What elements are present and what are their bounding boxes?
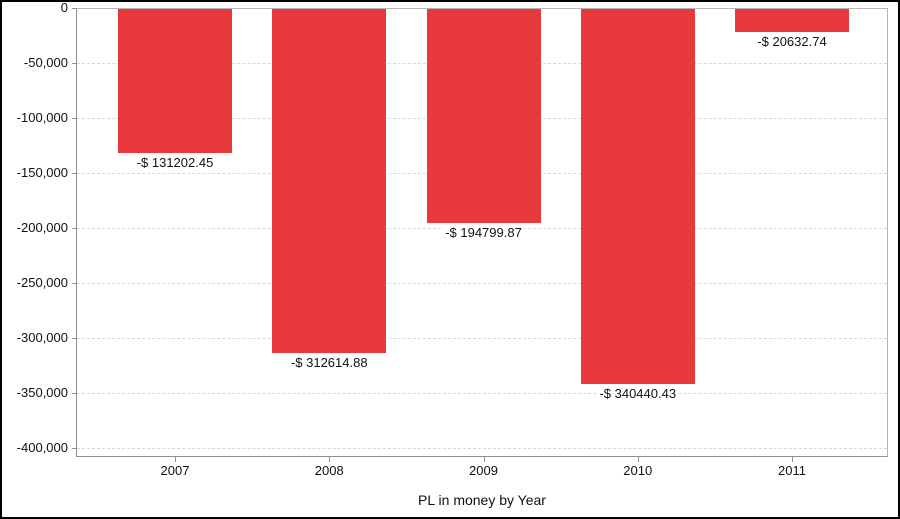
gridline bbox=[77, 393, 887, 394]
x-tick-mark bbox=[792, 457, 793, 462]
x-tick-label-2008: 2008 bbox=[314, 463, 344, 478]
y-tick-mark bbox=[72, 63, 77, 64]
y-tick-label: -300,000 bbox=[16, 330, 68, 345]
x-tick-mark bbox=[329, 457, 331, 462]
y-tick-mark bbox=[72, 173, 77, 174]
y-tick-mark bbox=[72, 8, 77, 9]
x-tick-mark bbox=[637, 457, 639, 462]
y-tick-mark bbox=[72, 393, 77, 394]
y-tick-mark bbox=[72, 118, 77, 119]
x-tick-mark bbox=[483, 457, 485, 462]
gridline bbox=[77, 338, 887, 339]
y-tick-mark bbox=[72, 228, 77, 229]
y-tick-label: -200,000 bbox=[16, 220, 68, 235]
bar-value-label-2010: -$ 340440.43 bbox=[596, 386, 680, 401]
bar-2008 bbox=[272, 9, 387, 353]
bar-2009 bbox=[426, 9, 541, 224]
y-tick-label: -150,000 bbox=[16, 165, 68, 180]
y-tick-mark bbox=[72, 448, 77, 449]
x-tick-label-2010: 2010 bbox=[623, 463, 653, 478]
x-tick-label-2007: 2007 bbox=[160, 463, 190, 478]
bar-2011 bbox=[735, 9, 849, 32]
y-tick-label: -50,000 bbox=[23, 55, 68, 70]
gridline bbox=[77, 283, 887, 284]
bar-value-label-2009: -$ 194799.87 bbox=[442, 226, 525, 241]
y-tick-label: -400,000 bbox=[16, 440, 68, 455]
x-tick-label-2009: 2009 bbox=[469, 463, 498, 478]
bar-value-label-2011: -$ 20632.74 bbox=[754, 34, 830, 49]
bar-2010 bbox=[580, 9, 695, 384]
bar-value-label-2008: -$ 312614.88 bbox=[287, 355, 371, 370]
y-tick-label: -100,000 bbox=[16, 110, 68, 125]
y-tick-label: -250,000 bbox=[16, 275, 68, 290]
gridline bbox=[77, 448, 887, 449]
bar-value-label-2007: -$ 131202.45 bbox=[133, 156, 217, 171]
y-tick-label: 0 bbox=[60, 0, 68, 15]
y-tick-label: -350,000 bbox=[16, 385, 68, 400]
x-tick-mark bbox=[175, 457, 176, 462]
x-axis-title: PL in money by Year bbox=[418, 492, 546, 508]
y-tick-mark bbox=[72, 338, 77, 339]
x-tick-label-2011: 2011 bbox=[778, 463, 806, 478]
plot-area: -$ 131202.45 -$ 312614.88 -$ 194799.87 -$ 3… bbox=[76, 8, 888, 457]
y-tick-mark bbox=[72, 283, 77, 284]
bar-2007 bbox=[118, 9, 232, 154]
